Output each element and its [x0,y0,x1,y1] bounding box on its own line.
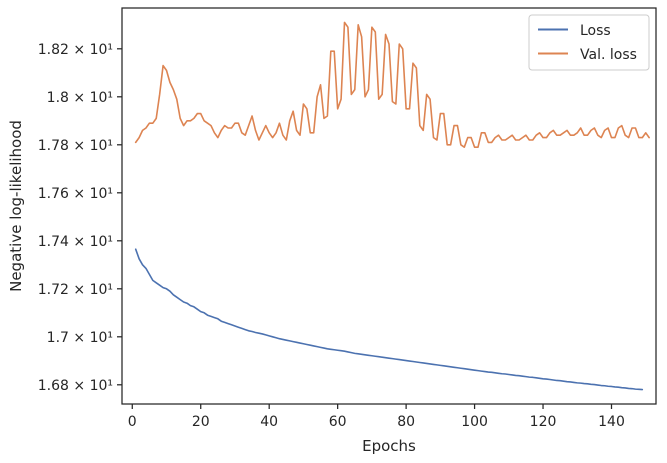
x-tick-label: 140 [598,414,625,430]
plot-frame [121,7,657,405]
x-tick-label: 20 [192,414,210,430]
y-tick-label: 1.72 × 10¹ [38,282,113,298]
x-tick-label: 80 [397,414,415,430]
x-tick-label: 40 [260,414,278,430]
x-tick-label: 120 [530,414,557,430]
y-tick-label: 1.78 × 10¹ [38,138,113,154]
legend: Loss Val. loss [528,14,650,71]
series-line-loss [134,248,644,391]
x-tick-label: 0 [128,414,137,430]
x-tick-label: 60 [329,414,347,430]
x-axis: 0 20 40 60 80 100 120 140 [128,404,625,430]
series-line-val-loss [134,21,650,148]
y-axis: 1.68 × 10¹ 1.7 × 10¹ 1.72 × 10¹ 1.74 × 10¹ 1… [38,42,122,394]
legend-label-loss: Loss [580,23,611,39]
x-axis-label: Epochs [362,437,416,455]
y-tick-label: 1.68 × 10¹ [38,378,113,394]
y-tick-label: 1.8 × 10¹ [47,90,113,106]
y-tick-label: 1.82 × 10¹ [38,42,113,58]
legend-label-val-loss: Val. loss [580,47,637,63]
y-tick-label: 1.74 × 10¹ [38,234,113,250]
series-layer [134,21,650,391]
y-axis-label: Negative log-likelihood [7,120,25,292]
y-tick-label: 1.7 × 10¹ [47,330,113,346]
y-tick-label: 1.76 × 10¹ [38,186,113,202]
x-tick-label: 100 [461,414,488,430]
